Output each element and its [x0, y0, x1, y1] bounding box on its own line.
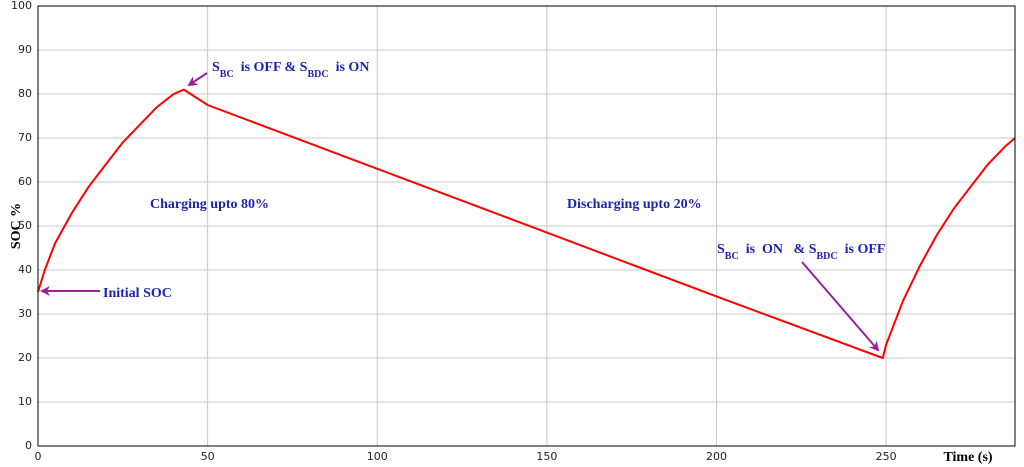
- x-tick-label: 200: [706, 450, 727, 463]
- annotation: Initial SOC: [103, 286, 172, 301]
- x-tick-label: 100: [367, 450, 388, 463]
- plot-frame: [37, 5, 1016, 447]
- annotation-part: BDC: [817, 251, 838, 262]
- y-tick-label: 50: [18, 219, 32, 232]
- y-tick-label: 10: [18, 395, 32, 408]
- annotation-part: is OFF & S: [234, 60, 308, 75]
- lines: [37, 88, 1016, 360]
- annotation-part: BC: [725, 251, 739, 262]
- annotation-part: BC: [220, 69, 234, 80]
- x-tick-label: 250: [876, 450, 897, 463]
- x-tick-label: 0: [35, 450, 42, 463]
- data-line: [37, 88, 1016, 360]
- annotation-part: BDC: [307, 69, 328, 80]
- annotation-part: is ON: [329, 60, 370, 75]
- y-tick-label: 100: [11, 0, 32, 12]
- annotation-part: S: [212, 60, 220, 75]
- x-axis-label: Time (s): [943, 450, 992, 465]
- annotation: SBC is OFF & SBDC is ON: [212, 60, 369, 80]
- annotation-part: Charging upto 80%: [150, 197, 269, 212]
- annotation-part: S: [717, 242, 725, 257]
- y-tick-label: 80: [18, 87, 32, 100]
- y-tick-label: 30: [18, 307, 32, 320]
- annotation-part: is ON & S: [739, 242, 817, 257]
- y-tick-label: 20: [18, 351, 32, 364]
- annotation: SBC is ON & SBDC is OFF: [717, 242, 885, 262]
- x-tick-label: 50: [201, 450, 215, 463]
- y-tick-label: 40: [18, 263, 32, 276]
- arrow: [187, 72, 208, 87]
- y-axis-label: SOC %: [9, 203, 24, 249]
- y-tick-label: 70: [18, 131, 32, 144]
- annotation: Charging upto 80%: [150, 197, 269, 212]
- annotation-part: Initial SOC: [103, 286, 172, 301]
- annotation-part: Discharging upto 20%: [567, 197, 702, 212]
- y-tick-label: 0: [25, 439, 32, 452]
- arrow: [801, 261, 880, 352]
- x-tick-label: 150: [536, 450, 557, 463]
- annotation-part: is OFF: [838, 242, 886, 257]
- annotation: Discharging upto 20%: [567, 197, 702, 212]
- y-tick-label: 60: [18, 175, 32, 188]
- y-tick-label: 90: [18, 43, 32, 56]
